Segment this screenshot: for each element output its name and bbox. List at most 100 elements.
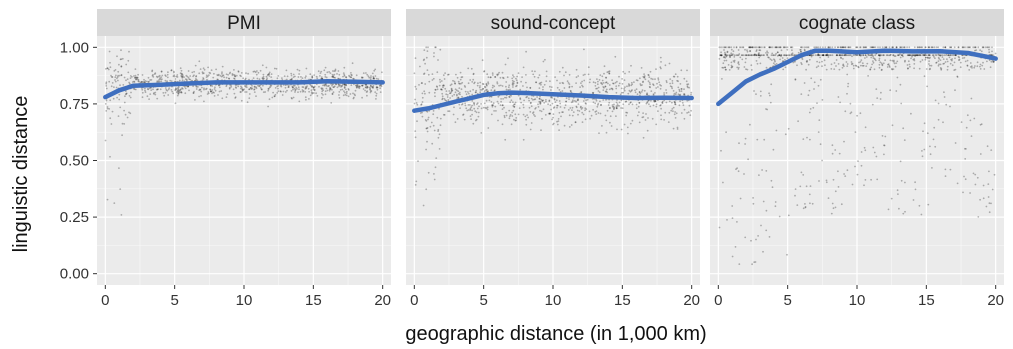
scatter-point <box>494 105 497 108</box>
scatter-point <box>774 205 777 208</box>
scatter-point <box>618 101 621 104</box>
scatter-point <box>310 86 313 88</box>
scatter-point <box>241 88 244 91</box>
scatter-point <box>225 73 228 76</box>
scatter-point <box>758 49 761 52</box>
scatter-point <box>784 54 787 57</box>
scatter-point <box>120 49 122 52</box>
scatter-point <box>925 54 928 57</box>
scatter-point <box>872 57 875 59</box>
scatter-point <box>454 88 457 91</box>
scatter-point <box>929 153 932 156</box>
scatter-point <box>292 84 295 87</box>
scatter-point <box>920 213 923 216</box>
scatter-point <box>615 105 618 108</box>
scatter-point <box>452 79 454 82</box>
scatter-point <box>904 210 906 213</box>
scatter-point <box>509 101 512 104</box>
scatter-point <box>152 93 155 95</box>
scatter-point <box>821 99 824 101</box>
scatter-point <box>724 53 726 56</box>
scatter-point <box>470 106 473 109</box>
scatter-point <box>249 87 252 89</box>
scatter-point <box>683 108 686 111</box>
scatter-point <box>918 46 921 49</box>
scatter-point <box>503 106 505 109</box>
scatter-point <box>673 100 676 103</box>
scatter-point <box>292 86 294 89</box>
scatter-point <box>325 83 327 86</box>
scatter-point <box>646 129 649 132</box>
scatter-point <box>812 106 815 109</box>
scatter-point <box>605 81 608 84</box>
scatter-point <box>671 101 673 104</box>
scatter-point <box>333 86 335 88</box>
scatter-point <box>569 107 572 109</box>
scatter-point <box>856 54 858 57</box>
scatter-point <box>836 54 839 57</box>
scatter-point <box>108 50 111 53</box>
scatter-point <box>683 93 686 95</box>
facet-strip <box>406 9 700 36</box>
scatter-point <box>807 94 810 97</box>
scatter-point <box>988 48 990 51</box>
scatter-point <box>554 101 557 103</box>
scatter-point <box>673 94 675 96</box>
scatter-point <box>724 46 726 49</box>
scatter-point <box>174 89 177 92</box>
scatter-point <box>840 57 843 59</box>
scatter-point <box>556 106 558 109</box>
scatter-point <box>438 84 441 87</box>
scatter-point <box>602 89 605 91</box>
scatter-point <box>479 85 481 87</box>
scatter-point <box>545 80 548 82</box>
scatter-point <box>168 87 171 89</box>
scatter-point <box>979 65 981 68</box>
scatter-point <box>924 46 927 49</box>
scatter-point <box>899 53 901 55</box>
scatter-point <box>665 81 668 84</box>
scatter-point <box>724 51 726 54</box>
scatter-point <box>674 101 676 103</box>
scatter-point <box>829 54 832 57</box>
scatter-point <box>268 73 270 75</box>
scatter-point <box>608 101 611 104</box>
scatter-point <box>675 91 678 94</box>
scatter-point <box>232 88 235 91</box>
scatter-point <box>768 46 771 49</box>
scatter-point <box>337 70 340 72</box>
scatter-point <box>780 55 782 58</box>
scatter-point <box>586 98 589 101</box>
scatter-point <box>290 90 293 92</box>
scatter-point <box>848 54 851 57</box>
scatter-point <box>628 89 631 92</box>
scatter-point <box>835 54 838 57</box>
scatter-point <box>522 85 524 87</box>
scatter-point <box>345 76 348 79</box>
scatter-point <box>365 91 368 93</box>
scatter-point <box>541 99 544 102</box>
scatter-point <box>373 77 376 80</box>
scatter-point <box>467 82 470 85</box>
scatter-point <box>918 54 921 57</box>
scatter-point <box>730 52 733 55</box>
scatter-point <box>550 86 553 88</box>
scatter-point <box>776 51 779 54</box>
scatter-point <box>638 102 641 104</box>
scatter-point <box>771 186 774 189</box>
scatter-point <box>540 129 542 132</box>
scatter-point <box>799 49 801 51</box>
scatter-point <box>677 80 679 83</box>
scatter-point <box>375 77 378 80</box>
scatter-point <box>843 54 846 57</box>
scatter-point <box>925 56 927 59</box>
scatter-point <box>982 46 985 49</box>
scatter-point <box>111 76 114 78</box>
scatter-point <box>913 46 916 49</box>
scatter-point <box>350 74 352 76</box>
scatter-point <box>426 110 429 113</box>
scatter-point <box>270 76 273 78</box>
scatter-point <box>846 63 849 65</box>
scatter-point <box>633 81 635 83</box>
scatter-point <box>758 46 761 49</box>
